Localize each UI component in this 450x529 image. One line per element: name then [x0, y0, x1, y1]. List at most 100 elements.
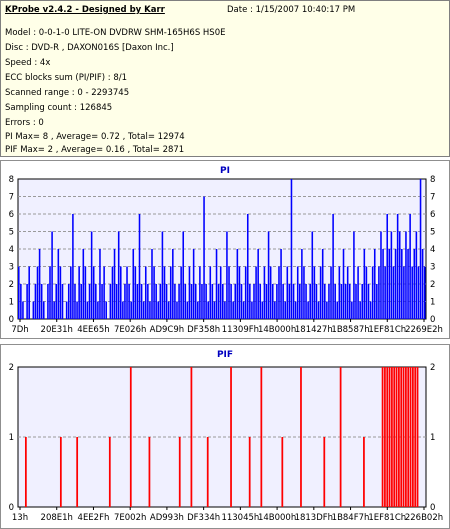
pif-bar — [381, 367, 384, 507]
pi-bar — [20, 284, 22, 319]
pif-bar — [178, 437, 181, 507]
pi-bar — [176, 301, 178, 319]
pi-bar — [398, 231, 401, 319]
pi-bar — [242, 301, 245, 319]
pi-bar — [315, 284, 318, 319]
pi-bar — [147, 284, 149, 319]
pi-bar — [101, 284, 103, 319]
pi-bar — [128, 284, 130, 319]
pi-y-tick-left: 4 — [9, 245, 14, 255]
pi-bar — [407, 249, 409, 319]
pi-bar — [267, 231, 270, 319]
pi-bar — [338, 266, 341, 319]
pi-bar — [253, 284, 255, 319]
pi-bar — [321, 249, 324, 319]
pi-x-tick-label: 11309Fh — [222, 325, 259, 335]
pi-bar — [38, 249, 41, 319]
pi-bar — [159, 284, 162, 319]
pi-bar — [213, 301, 216, 319]
pi-bar — [305, 284, 307, 319]
pi-bar — [70, 266, 72, 319]
pi-bar — [238, 266, 241, 319]
pif-bar — [388, 367, 391, 507]
pif-y-tick-left: 2 — [9, 363, 14, 373]
pi-bar — [215, 249, 218, 319]
pi-bar — [53, 301, 55, 319]
pif-bar — [407, 367, 410, 507]
pi-bar — [199, 266, 201, 319]
pi-bar — [282, 284, 284, 319]
info-model: Model : 0-0-1-0 LITE-ON DVDRW SHM-165H6S… — [5, 28, 226, 38]
pi-bar — [255, 266, 257, 319]
pi-bar — [413, 249, 416, 319]
pi-bar — [80, 284, 83, 319]
pi-bar — [226, 231, 228, 319]
pi-bar — [357, 266, 359, 319]
pif-x-tick-label: DF334h — [187, 513, 220, 523]
pi-bar — [319, 266, 322, 319]
pi-bar — [99, 249, 101, 319]
pi-y-tick-right: 1 — [430, 298, 435, 308]
pi-bar — [307, 301, 309, 319]
info-panel: KProbe v2.4.2 - Designed by Karr Date : … — [0, 0, 450, 157]
pi-bar — [386, 214, 389, 319]
pi-bar — [67, 284, 70, 319]
pi-bar — [140, 284, 143, 319]
pi-bar — [263, 266, 266, 319]
pi-bar — [55, 284, 58, 319]
pi-bar — [86, 301, 89, 319]
pi-bar — [151, 249, 153, 319]
pi-bar — [47, 284, 49, 319]
pi-bar — [365, 266, 368, 319]
pi-bar — [288, 284, 291, 319]
pi-bar — [92, 266, 95, 319]
pi-bar — [328, 284, 330, 319]
pif-x-tick-label: 1813DFh — [295, 513, 333, 523]
pi-bar — [18, 266, 20, 319]
pi-bar — [153, 266, 155, 319]
pi-bar — [32, 301, 35, 319]
pif-bar — [230, 367, 232, 507]
pi-bar — [251, 301, 253, 319]
pi-bar — [261, 301, 264, 319]
pif-x-tick-label: 208E1h — [41, 513, 73, 523]
pif-bar — [386, 367, 389, 507]
pi-bar — [240, 284, 243, 319]
pif-bar — [300, 367, 302, 507]
pi-bar — [224, 301, 226, 319]
pif-bar — [24, 437, 27, 507]
pi-bar — [299, 284, 301, 319]
pif-bar — [409, 367, 412, 507]
pi-bar — [130, 301, 132, 319]
pi-bar — [74, 284, 76, 319]
pif-y-tick-left: 0 — [9, 503, 14, 513]
pi-bar — [265, 284, 268, 319]
pi-x-tick-label: AD9C9h — [150, 325, 185, 335]
pi-bar — [203, 196, 205, 319]
pif-x-tick-label: 7E002h — [114, 513, 146, 523]
pif-bar — [248, 437, 251, 507]
pi-bar — [194, 284, 197, 319]
pi-bar — [388, 249, 391, 319]
pi-y-tick-right: 4 — [430, 245, 435, 255]
pi-bar — [332, 214, 334, 319]
pi-bar — [369, 301, 372, 319]
pi-bar — [244, 266, 247, 319]
pi-bar — [109, 284, 112, 319]
pi-bar — [103, 266, 105, 319]
pif-bar — [323, 437, 326, 507]
pi-y-tick-right: 6 — [430, 210, 435, 220]
pi-bar — [90, 231, 93, 319]
info-sampling: Sampling count : 126845 — [5, 103, 113, 113]
pi-bar — [284, 301, 287, 319]
pif-bar — [59, 437, 62, 507]
pi-bar — [49, 266, 51, 319]
pi-y-tick-right: 3 — [430, 263, 435, 273]
pi-bar — [280, 249, 282, 319]
pi-bar — [415, 231, 418, 319]
pi-bar — [172, 249, 174, 319]
pi-bar — [355, 284, 357, 319]
pi-bar — [378, 266, 380, 319]
pi-x-tick-label: 1EF81Ch — [368, 325, 406, 335]
